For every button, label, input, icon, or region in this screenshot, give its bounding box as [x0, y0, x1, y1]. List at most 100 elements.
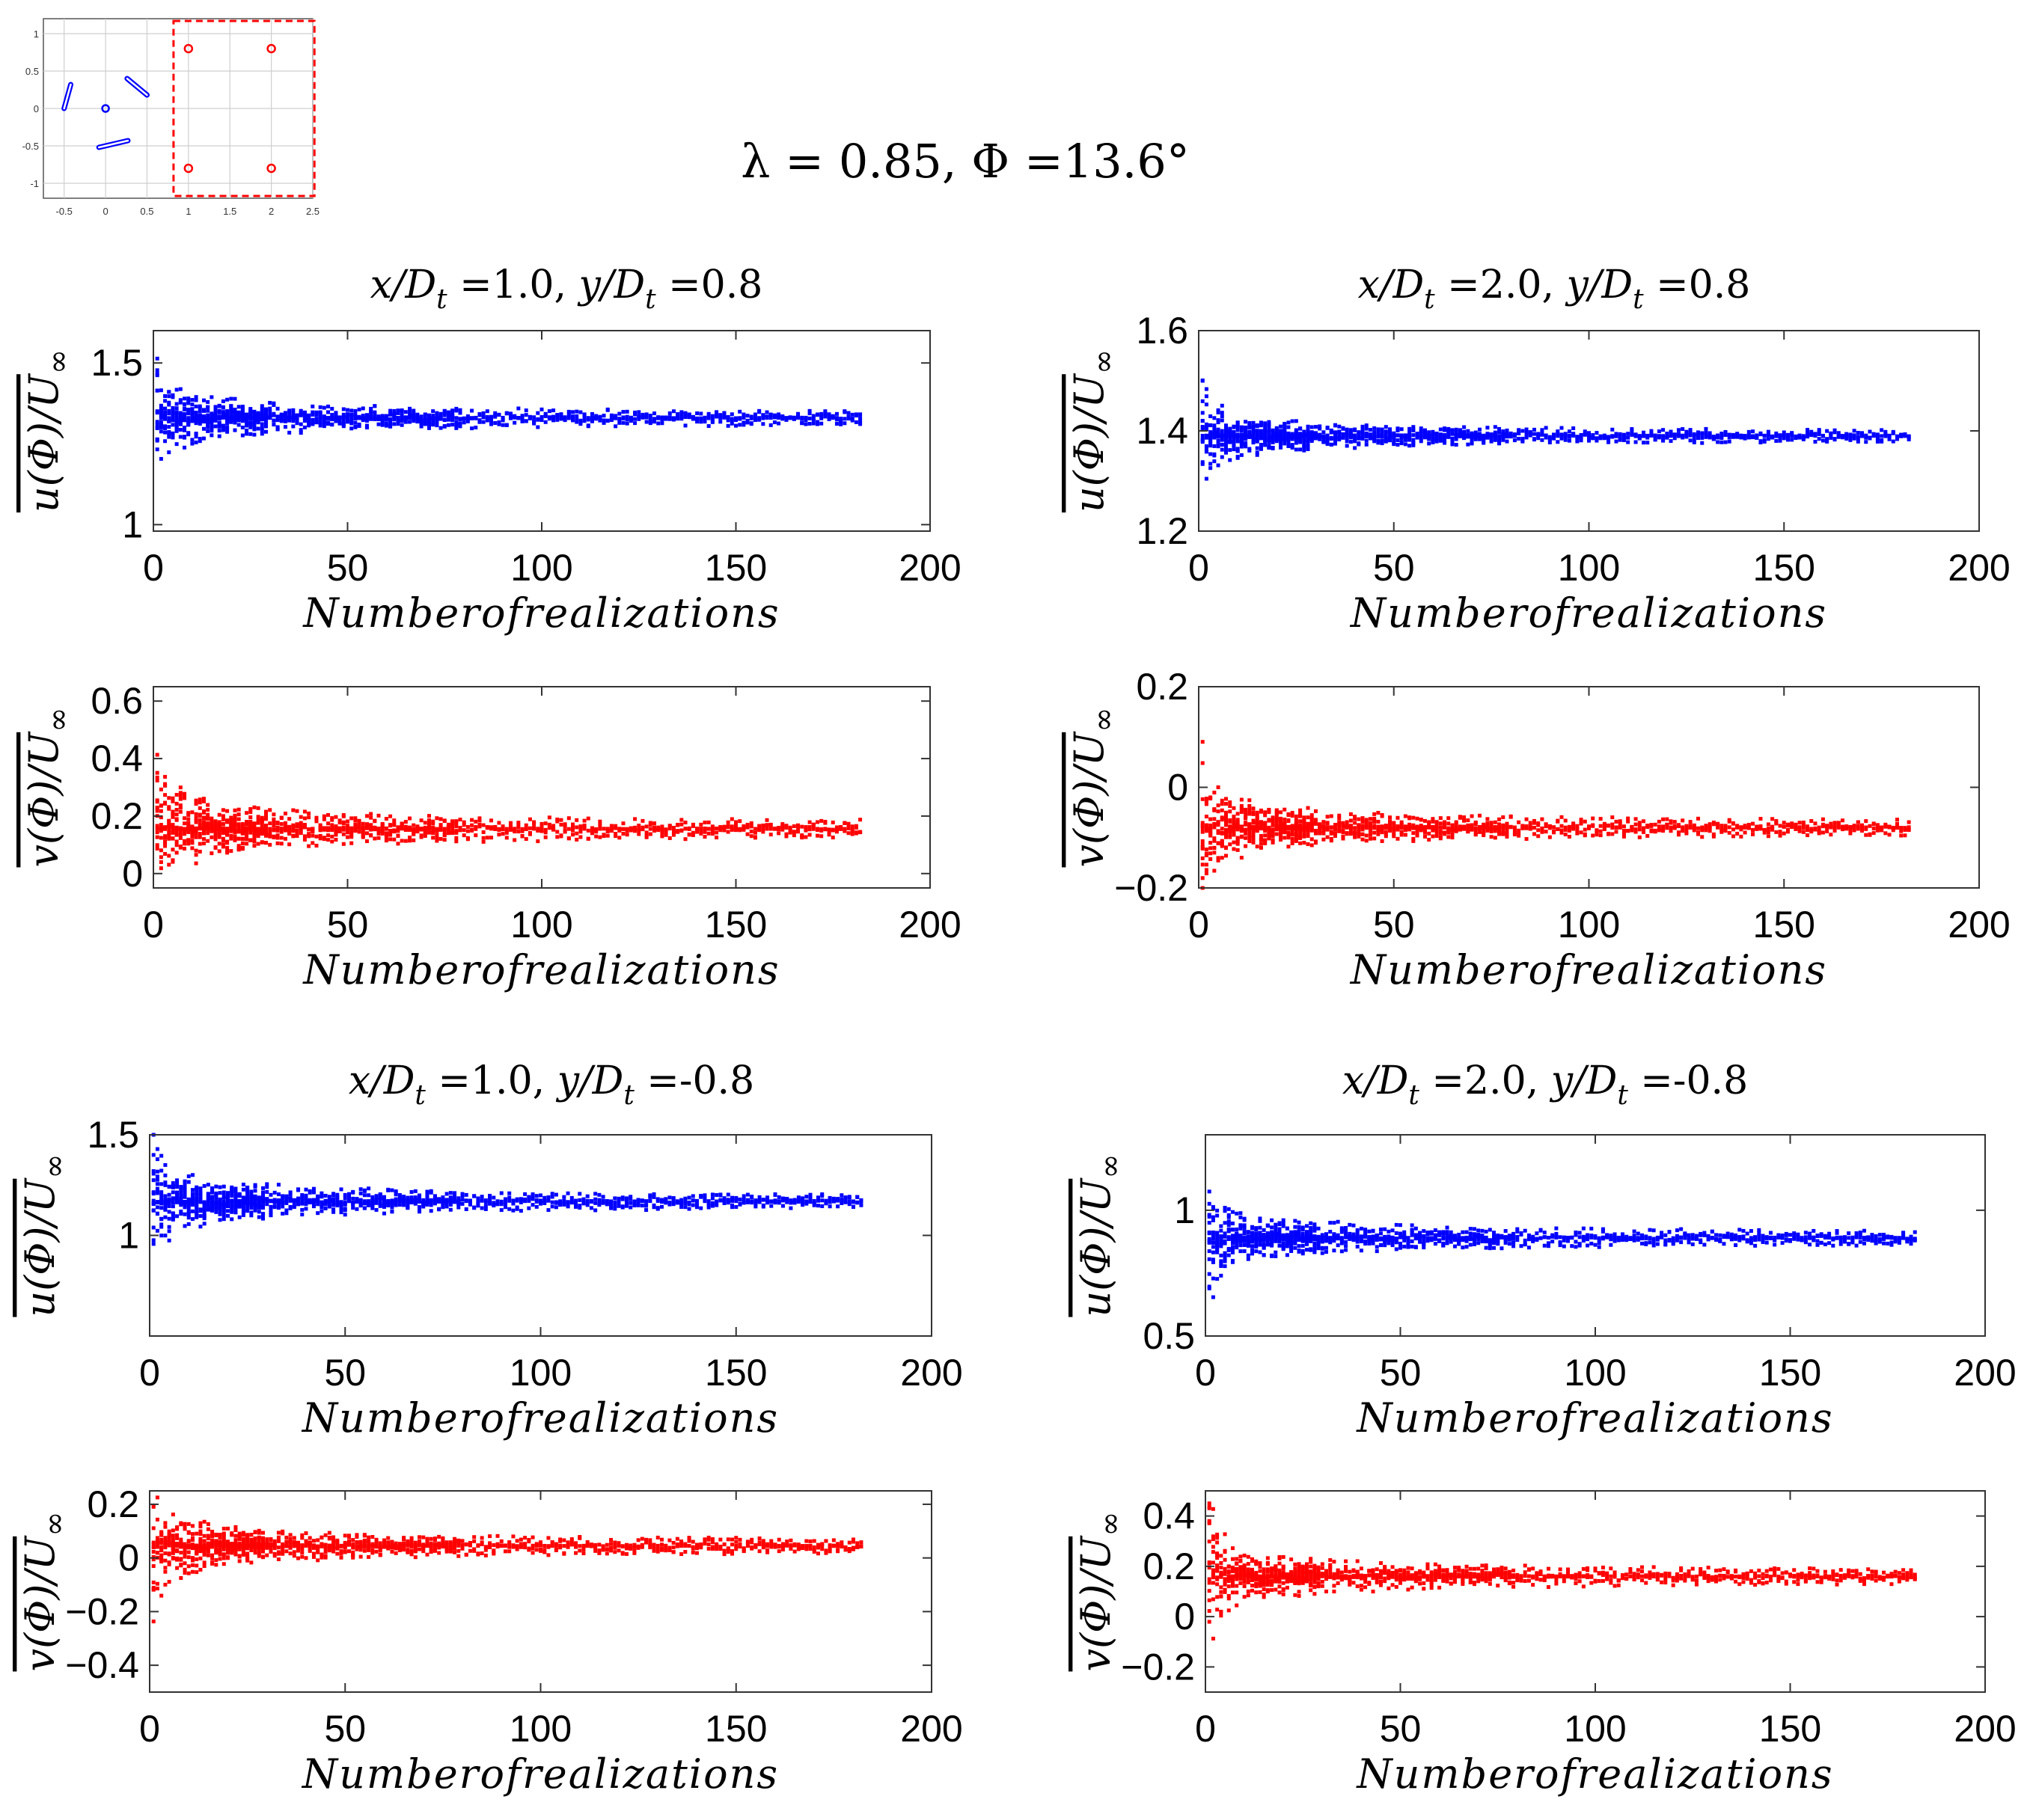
- scatter-point: [695, 411, 700, 415]
- scatter-point: [190, 415, 195, 420]
- scatter-point: [1368, 836, 1372, 841]
- scatter-point: [431, 821, 435, 826]
- scatter-point: [400, 416, 404, 420]
- scatter-point: [403, 839, 408, 843]
- scatter-point: [1520, 438, 1525, 443]
- scatter-point: [260, 426, 264, 430]
- scatter-point: [784, 832, 789, 836]
- scatter-point: [438, 823, 443, 827]
- scatter-point: [1778, 435, 1782, 439]
- scatter-point: [1579, 820, 1583, 824]
- scatter-point: [1212, 423, 1217, 428]
- scatter-point: [353, 412, 358, 417]
- scatter-point: [163, 393, 168, 398]
- scatter-point: [1216, 433, 1220, 438]
- scatter-point: [419, 417, 424, 421]
- scatter-point: [225, 429, 230, 434]
- scatter-point: [1325, 835, 1330, 839]
- scatter-point: [454, 408, 459, 413]
- scatter-point: [1587, 438, 1591, 443]
- scatter-point: [396, 422, 400, 426]
- scatter-point: [198, 421, 202, 426]
- scatter-point: [206, 816, 210, 821]
- scatter-point: [1497, 826, 1502, 830]
- scatter-point: [1321, 829, 1326, 833]
- scatter-point: [1244, 809, 1248, 813]
- scatter-point: [213, 405, 218, 409]
- scatter-point: [1380, 429, 1384, 434]
- scatter-point: [155, 388, 159, 393]
- scatter-point: [1235, 842, 1240, 846]
- scatter-point: [660, 415, 664, 420]
- scatter-point: [217, 824, 221, 828]
- scatter-point: [1274, 832, 1279, 836]
- scatter-point: [233, 408, 237, 412]
- scatter-point: [334, 838, 338, 842]
- scatter-point: [566, 836, 571, 841]
- scatter-point: [1228, 428, 1232, 432]
- scatter-point: [163, 439, 168, 444]
- scatter-point: [334, 833, 338, 837]
- scatter-point: [206, 824, 210, 828]
- scatter-point: [384, 414, 388, 418]
- scatter-point: [1431, 834, 1435, 839]
- scatter-point: [815, 412, 819, 417]
- scatter-point: [823, 413, 828, 417]
- scatter-point: [1891, 429, 1895, 434]
- scatter-point: [1263, 426, 1268, 431]
- scatter-point: [1419, 826, 1423, 830]
- scatter-point: [1852, 436, 1856, 441]
- scatter-point: [233, 420, 237, 425]
- scatter-point: [1489, 432, 1494, 437]
- scatter-point: [326, 420, 331, 425]
- scatter-point: [178, 417, 183, 421]
- scatter-point: [1286, 431, 1291, 435]
- scatter-point: [163, 827, 168, 831]
- scatter-point: [1563, 825, 1568, 830]
- scatter-point: [1235, 818, 1240, 822]
- scatter-point: [260, 829, 264, 833]
- scatter-point: [1419, 426, 1423, 431]
- scatter-point: [804, 415, 808, 420]
- scatter-point: [1333, 825, 1338, 830]
- scatter-point: [652, 417, 657, 421]
- scatter-point: [213, 408, 218, 412]
- scatter-point: [1290, 419, 1294, 423]
- scatter-point: [578, 835, 583, 839]
- scatter-point: [811, 414, 816, 418]
- scatter-point: [1220, 844, 1224, 848]
- scatter-point: [171, 811, 175, 815]
- scatter-point: [240, 836, 245, 841]
- scatter-point: [1621, 438, 1626, 443]
- inset-xtick: 0.5: [140, 206, 153, 217]
- scatter-point: [1501, 438, 1505, 442]
- x-tick-label: 100: [1558, 547, 1620, 589]
- scatter-point: [1411, 433, 1416, 438]
- scatter-point: [346, 825, 349, 830]
- scatter-point: [1384, 830, 1388, 834]
- scatter-point: [159, 827, 163, 831]
- scatter-point: [1244, 425, 1248, 429]
- scatter-point: [1384, 832, 1388, 836]
- scatter-point: [186, 828, 191, 833]
- scatter-point: [1220, 411, 1224, 415]
- scatter-point: [155, 356, 159, 361]
- scatter-point: [1806, 428, 1810, 432]
- scatter-point: [1415, 435, 1419, 440]
- scatter-point: [322, 817, 326, 821]
- scatter-point: [1224, 810, 1229, 815]
- scatter-point: [1220, 403, 1224, 408]
- scatter-point: [1388, 438, 1392, 443]
- scatter-point: [508, 411, 513, 416]
- scatter-point: [676, 415, 680, 420]
- scatter-point: [715, 410, 719, 414]
- scatter-point: [174, 817, 179, 821]
- scatter-point: [1353, 835, 1357, 839]
- scatter-point: [1294, 419, 1298, 423]
- scatter-point: [738, 416, 742, 420]
- scatter-point: [1232, 435, 1236, 440]
- scatter-point: [400, 418, 404, 423]
- scatter-point: [167, 400, 171, 405]
- inset-xtick: -0.5: [55, 206, 72, 217]
- scatter-point: [1415, 816, 1419, 821]
